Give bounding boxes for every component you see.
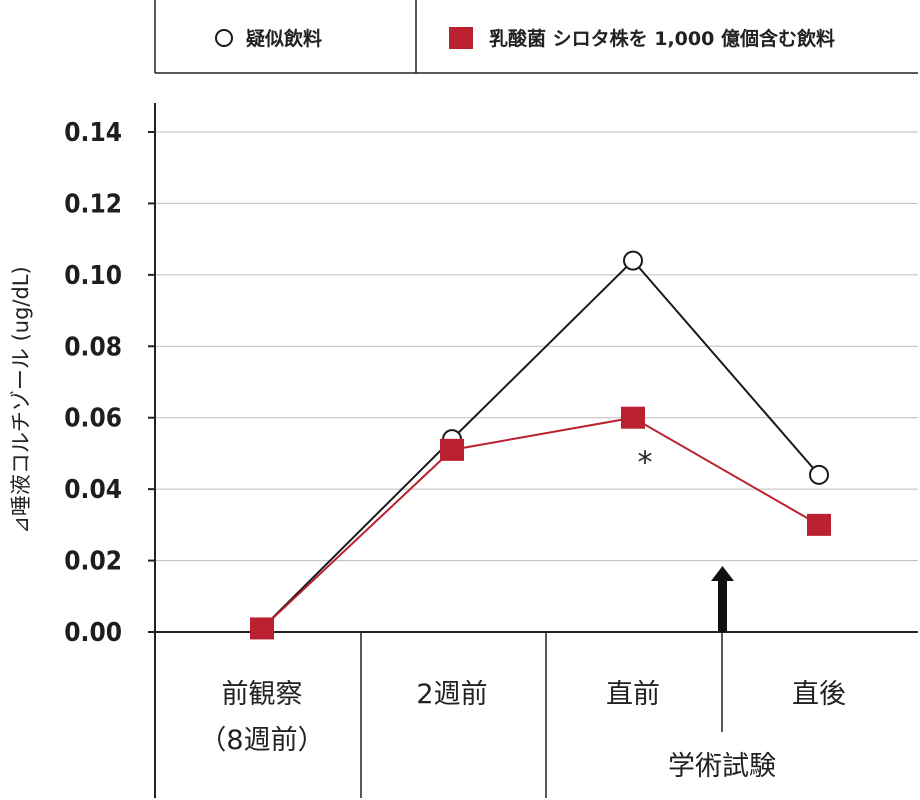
- y-tick-label: 0.12: [64, 189, 122, 219]
- series: [252, 250, 829, 639]
- series-group: [250, 250, 831, 640]
- category-label: 直後: [792, 679, 846, 710]
- legend-label: 疑似飲料: [246, 27, 322, 50]
- legend-marker-square: [449, 27, 473, 49]
- category-label: （8週前）: [199, 725, 324, 756]
- series-line: [261, 416, 820, 630]
- exam-arrow-shaft: [718, 578, 727, 632]
- data-point-circle: [809, 464, 829, 485]
- data-point-square: [440, 438, 464, 461]
- legend-label: 乳酸菌 シロタ株を 1,000 億個含む飲料: [489, 27, 835, 50]
- y-tick-label: 0.06: [64, 404, 122, 434]
- y-tick-label: 0.08: [64, 332, 122, 362]
- x-category-labels: 前観察 （8週前） 2週前 直前 直後: [199, 679, 846, 756]
- category-label: 直前: [606, 679, 660, 710]
- annotations: * 学術試験: [638, 446, 777, 782]
- y-axis-label: ⊿唾液コルチゾール (ug/dL): [9, 266, 33, 533]
- y-tick-label: 0.04: [64, 475, 122, 505]
- y-tick-label: 0.14: [64, 118, 122, 148]
- axes: [154, 103, 918, 798]
- data-point-square: [250, 617, 274, 640]
- y-tick-labels: 0.00 0.02 0.04 0.06 0.08 0.10 0.12 0.14: [64, 118, 122, 648]
- series: [250, 406, 831, 640]
- grid-lines: [148, 131, 918, 633]
- y-tick-label: 0.00: [64, 618, 122, 648]
- y-tick-label: 0.02: [64, 547, 122, 577]
- category-label: 前観察: [222, 679, 303, 710]
- category-label: 2週前: [416, 679, 487, 710]
- significance-marker: *: [638, 446, 653, 481]
- data-point-circle: [623, 250, 643, 271]
- data-point-square: [807, 513, 831, 536]
- legend: 疑似飲料 乳酸菌 シロタ株を 1,000 億個含む飲料: [154, 0, 918, 74]
- exam-arrow-head: [711, 566, 734, 581]
- legend-marker-circle: [215, 29, 233, 47]
- data-point-square: [621, 406, 645, 429]
- series-line: [261, 259, 820, 630]
- exam-label: 学術試験: [668, 751, 776, 782]
- y-tick-label: 0.10: [64, 261, 122, 291]
